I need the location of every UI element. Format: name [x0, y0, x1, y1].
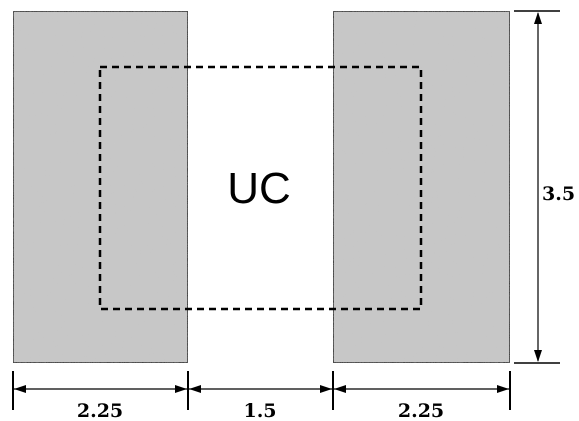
- gap-width-label: 1.5: [243, 400, 276, 421]
- width-dimension: [12, 371, 511, 410]
- height-label: 3.5: [542, 183, 575, 205]
- unit-cell-label: UC: [227, 164, 291, 213]
- unit-cell-outline: [98, 65, 423, 311]
- right-width-label: 2.25: [398, 400, 444, 421]
- height-dimension: [514, 10, 560, 364]
- left-width-label: 2.25: [77, 400, 123, 421]
